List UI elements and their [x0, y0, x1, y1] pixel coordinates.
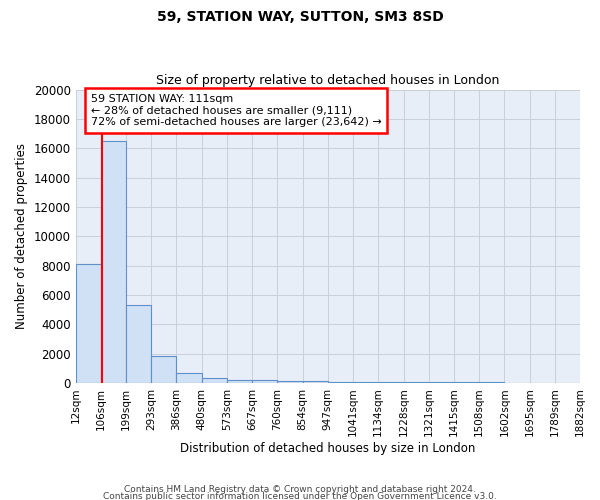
- Bar: [76, 264, 101, 383]
- Bar: [378, 382, 404, 383]
- Bar: [277, 380, 302, 383]
- Bar: [428, 382, 454, 383]
- Bar: [252, 380, 277, 383]
- X-axis label: Distribution of detached houses by size in London: Distribution of detached houses by size …: [180, 442, 475, 455]
- Text: Contains public sector information licensed under the Open Government Licence v3: Contains public sector information licen…: [103, 492, 497, 500]
- Bar: [227, 380, 252, 383]
- Bar: [302, 381, 328, 383]
- Y-axis label: Number of detached properties: Number of detached properties: [15, 143, 28, 329]
- Bar: [353, 382, 378, 383]
- Bar: [202, 378, 227, 383]
- Title: Size of property relative to detached houses in London: Size of property relative to detached ho…: [156, 74, 499, 87]
- Text: 59, STATION WAY, SUTTON, SM3 8SD: 59, STATION WAY, SUTTON, SM3 8SD: [157, 10, 443, 24]
- Bar: [126, 305, 151, 383]
- Bar: [151, 356, 176, 383]
- Bar: [101, 141, 126, 383]
- Text: Contains HM Land Registry data © Crown copyright and database right 2024.: Contains HM Land Registry data © Crown c…: [124, 486, 476, 494]
- Text: 59 STATION WAY: 111sqm
← 28% of detached houses are smaller (9,111)
72% of semi-: 59 STATION WAY: 111sqm ← 28% of detached…: [91, 94, 382, 127]
- Bar: [404, 382, 428, 383]
- Bar: [176, 372, 202, 383]
- Bar: [328, 382, 353, 383]
- Bar: [454, 382, 479, 383]
